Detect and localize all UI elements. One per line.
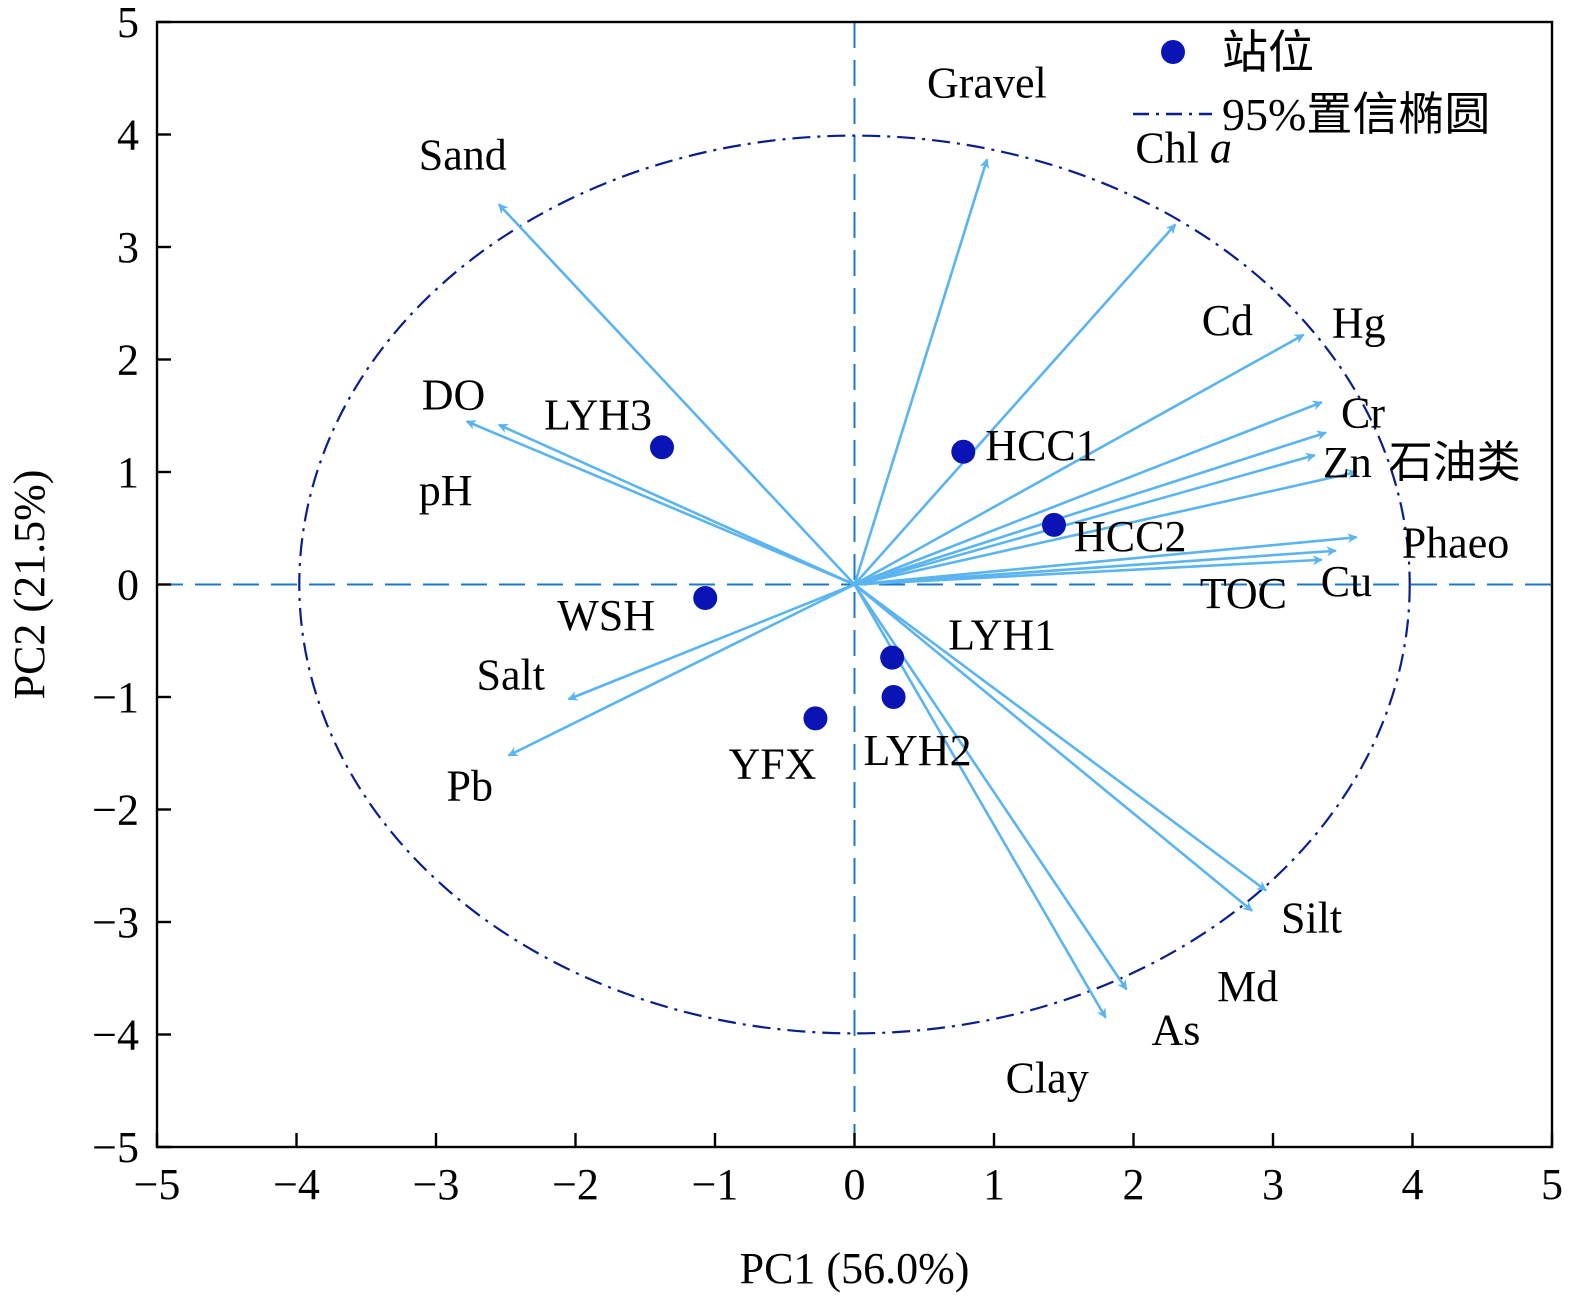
vector-pb [507, 583, 856, 757]
vector-label-cr: Cr [1341, 389, 1385, 438]
site-point-hcc1 [951, 439, 976, 464]
y-tick-label: −5 [92, 1123, 139, 1172]
site-label-wsh: WSH [557, 591, 655, 640]
vector-label-clay: Clay [1006, 1054, 1089, 1103]
vector-label-phaeo: Phaeo [1402, 518, 1510, 567]
vector-hg [854, 400, 1323, 586]
vector-cu [854, 546, 1337, 586]
vector-label-cd: Cd [1202, 296, 1253, 345]
x-tick-label: −1 [692, 1160, 739, 1209]
x-tick-label: 3 [1262, 1160, 1284, 1209]
x-axis-title: PC1 (56.0%) [740, 1244, 970, 1293]
vector-label-as: As [1152, 1006, 1201, 1055]
confidence-ellipse [298, 134, 1411, 1035]
confidence-ellipse-layer [298, 134, 1411, 1035]
vector-ph [497, 423, 856, 586]
vector-label-salt: Salt [477, 650, 545, 699]
vector-toc [854, 555, 1323, 586]
site-point-wsh [693, 586, 718, 610]
vector-label-zn: Zn [1323, 438, 1372, 487]
vector-label-silt: Silt [1281, 894, 1342, 943]
y-tick-label: 0 [117, 561, 139, 610]
site-label-lyh2: LYH2 [864, 726, 972, 775]
y-tick-label: 5 [117, 0, 139, 47]
vector-salt [567, 583, 855, 701]
legend-label-ellipse: 95%置信椭圆 [1222, 89, 1490, 140]
site-point-yfx [803, 706, 828, 731]
y-tick-label: −1 [92, 673, 139, 722]
vector-label-ph: pH [419, 466, 473, 515]
x-tick-label: −4 [273, 1160, 320, 1209]
site-point-lyh3 [649, 435, 674, 460]
x-tick-label: −3 [413, 1160, 460, 1209]
site-point-lyh1 [880, 645, 905, 670]
y-tick-label: 3 [117, 223, 139, 272]
vector-do [465, 420, 856, 586]
y-tick-label: −4 [92, 1011, 139, 1060]
loading-vectors [465, 158, 1358, 1019]
y-tick-label: 2 [117, 336, 139, 385]
vector-label-do: DO [422, 370, 486, 419]
vector-sand [497, 203, 856, 586]
site-points: LYH3 HCC1 HCC2 WSH LYH1 LYH2 YFX [544, 390, 1186, 788]
y-tick-label: 4 [117, 111, 139, 160]
site-point-hcc2 [1041, 512, 1066, 537]
site-label-lyh3: LYH3 [544, 390, 652, 439]
vector-md [853, 583, 1253, 912]
legend-label-sites: 站位 [1222, 27, 1314, 78]
vector-petroleum [854, 469, 1358, 586]
vector-cd [853, 333, 1305, 586]
vector-zn [854, 452, 1316, 586]
x-tick-label: −2 [552, 1160, 599, 1209]
x-tick-label: 2 [1123, 1160, 1145, 1209]
vector-label-hg: Hg [1332, 298, 1386, 347]
y-tick-label: 1 [117, 448, 139, 497]
site-label-hcc2: HCC2 [1074, 512, 1186, 561]
y-tick-label: −3 [92, 898, 139, 947]
vector-label-pb: Pb [447, 762, 493, 811]
vector-label-cu: Cu [1321, 557, 1372, 606]
y-tick-label: −2 [92, 786, 139, 835]
vector-silt [853, 583, 1267, 892]
site-label-yfx: YFX [728, 739, 816, 788]
vector-gravel [853, 158, 990, 585]
site-label-lyh1: LYH1 [948, 611, 1056, 660]
vector-label-petroleum: 石油类 [1389, 438, 1521, 487]
x-tick-label: −5 [134, 1160, 181, 1209]
vector-label-chl: Chl a [1135, 124, 1232, 173]
x-tick-label: 4 [1402, 1160, 1424, 1209]
x-tick-label: 1 [983, 1160, 1005, 1209]
site-point-lyh2 [881, 685, 906, 709]
vector-label-md: Md [1217, 962, 1278, 1011]
vector-phaeo [854, 533, 1358, 586]
legend: 站位 95%置信椭圆 [1133, 27, 1490, 140]
vector-label-gravel: Gravel [927, 58, 1047, 107]
vector-label-sand: Sand [419, 130, 507, 179]
axis-ticks: −5 −4 −3 −2 −1 0 1 2 3 4 5 −5 −4 −3 −2 −1 0 1 2 3 4 5 [92, 0, 1563, 1209]
vector-chl [853, 223, 1177, 586]
x-tick-label: 5 [1541, 1160, 1563, 1209]
vector-cr [854, 430, 1327, 586]
vector-label-toc: TOC [1200, 569, 1287, 618]
legend-marker-sites [1161, 40, 1185, 64]
x-tick-label: 0 [844, 1160, 866, 1209]
site-label-hcc1: HCC1 [985, 421, 1097, 470]
y-axis-title: PC2 (21.5%) [5, 470, 54, 700]
vector-label-suffix: a [1199, 124, 1232, 173]
